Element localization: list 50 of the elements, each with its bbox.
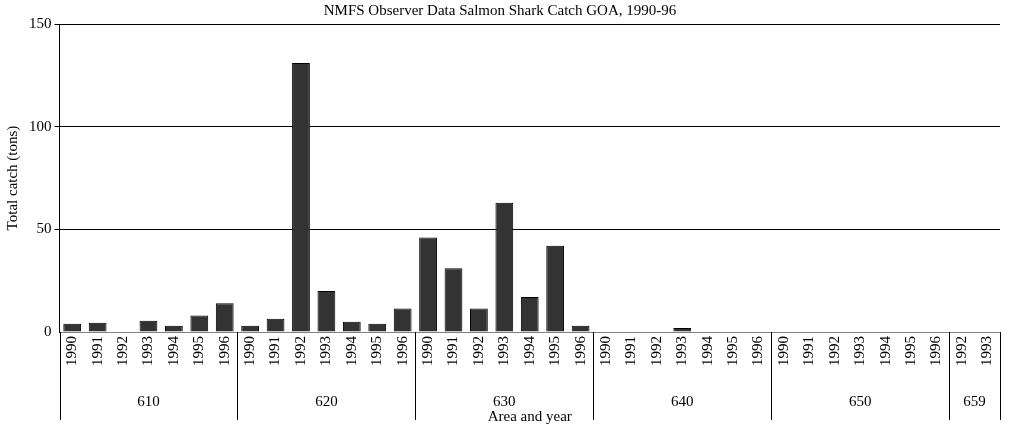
y-tick-label: 0 [44, 322, 52, 339]
x-tick-label: 1995 [724, 336, 741, 366]
x-tick-label: 1995 [546, 336, 563, 366]
x-tick-label: 1991 [622, 336, 639, 366]
x-tick-label: 1992 [952, 336, 969, 366]
x-tick-label: 1996 [749, 335, 766, 366]
x-tick-label: 1991 [444, 336, 461, 366]
y-tick-label: 100 [29, 117, 52, 134]
text: 640 [671, 392, 694, 409]
x-tick-label: 1994 [164, 335, 181, 366]
x-tick-label: 1993 [978, 336, 995, 366]
x-tick-label: 1994 [520, 335, 537, 366]
x-tick-label: 1991 [800, 336, 817, 366]
x-tick-label: 1990 [63, 336, 80, 366]
x-tick-label: 1990 [241, 336, 258, 366]
x-tick-label: 1995 [190, 336, 207, 366]
y-axis-title: Total catch (tons) [3, 125, 21, 231]
text: 630 [493, 392, 516, 409]
x-tick-label: 1994 [876, 335, 893, 366]
x-tick-label: 1996 [927, 335, 944, 366]
x-tick-label: 1996 [215, 335, 232, 366]
x-axis-title: Area and year [487, 407, 572, 424]
text: 659 [963, 392, 986, 409]
x-tick-label: 1992 [291, 336, 308, 366]
x-tick-label: 1992 [113, 336, 130, 366]
y-tick-label: 150 [29, 14, 52, 31]
x-tick-label: 1993 [317, 336, 334, 366]
text: 620 [315, 392, 338, 409]
x-tick-label: 1994 [698, 335, 715, 366]
x-tick-label: 1993 [851, 336, 868, 366]
x-tick-label: 1991 [266, 336, 283, 366]
x-tick-label: 1996 [571, 335, 588, 366]
x-tick-label: 1990 [596, 336, 613, 366]
x-tick-label: 1993 [139, 336, 156, 366]
x-tick-label: 1990 [419, 336, 436, 366]
text: 650 [848, 392, 872, 409]
y-tick-label: 50 [36, 220, 52, 237]
text: 610 [137, 392, 160, 409]
x-tick-label: 1993 [673, 336, 690, 366]
x-tick-label: 1993 [495, 336, 512, 366]
chart-title: NMFS Observer Data Salmon Shark Catch GOA, 1990-96 [323, 1, 677, 18]
x-tick-label: 1992 [469, 336, 486, 366]
x-tick-label: 1994 [342, 335, 359, 366]
x-tick-label: 1995 [368, 336, 385, 366]
x-tick-label: 1992 [825, 336, 842, 366]
x-tick-label: 1992 [647, 336, 664, 366]
x-tick-label: 1990 [774, 336, 791, 366]
x-tick-label: 1996 [393, 335, 410, 366]
x-tick-label: 1991 [88, 336, 105, 366]
x-tick-label: 1995 [901, 336, 918, 366]
